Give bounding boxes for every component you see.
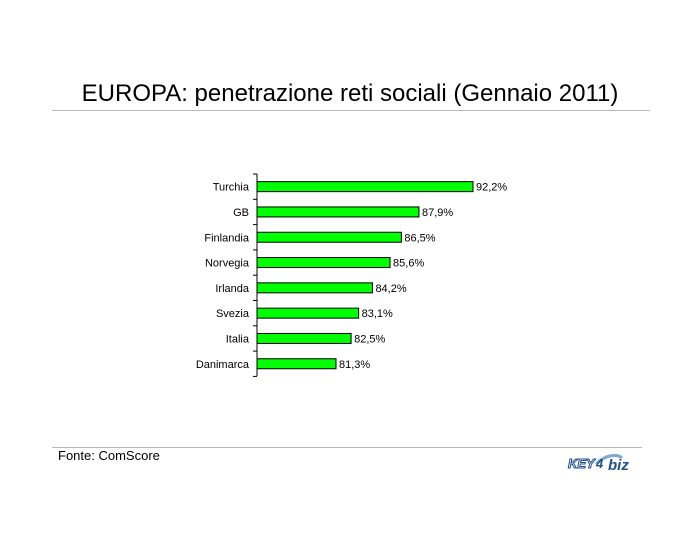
category-label: Turchia bbox=[213, 182, 250, 194]
category-label: Svezia bbox=[216, 308, 250, 320]
value-label: 87,9% bbox=[422, 207, 453, 219]
title-divider bbox=[52, 110, 650, 111]
bar bbox=[256, 257, 391, 269]
svg-text:KEY: KEY bbox=[568, 456, 596, 471]
value-label: 85,6% bbox=[393, 258, 424, 270]
bar bbox=[256, 206, 420, 218]
bar bbox=[256, 282, 373, 294]
value-label: 82,5% bbox=[354, 333, 385, 345]
bar bbox=[256, 181, 474, 193]
bar bbox=[256, 231, 402, 243]
category-label: Irlanda bbox=[215, 283, 250, 295]
key4biz-logo: KEY 4 biz bbox=[568, 454, 629, 474]
value-label: 86,5% bbox=[404, 232, 435, 244]
footer-divider bbox=[52, 447, 642, 448]
bar bbox=[256, 307, 360, 319]
bar bbox=[256, 332, 352, 344]
category-label: Finlandia bbox=[204, 232, 250, 244]
value-label: 84,2% bbox=[375, 283, 406, 295]
page-title: EUROPA: penetrazione reti sociali (Genna… bbox=[81, 80, 619, 107]
value-label: 81,3% bbox=[339, 359, 370, 371]
value-label: 92,2% bbox=[476, 182, 507, 194]
source-note: Fonte: ComScore bbox=[58, 448, 160, 463]
svg-text:4: 4 bbox=[595, 456, 604, 471]
category-label: Danimarca bbox=[196, 359, 250, 371]
category-label: GB bbox=[233, 207, 249, 219]
bar bbox=[256, 358, 337, 370]
svg-text:biz: biz bbox=[608, 457, 629, 474]
category-label: Italia bbox=[226, 333, 250, 345]
category-label: Norvegia bbox=[205, 258, 250, 270]
value-label: 83,1% bbox=[362, 308, 393, 320]
